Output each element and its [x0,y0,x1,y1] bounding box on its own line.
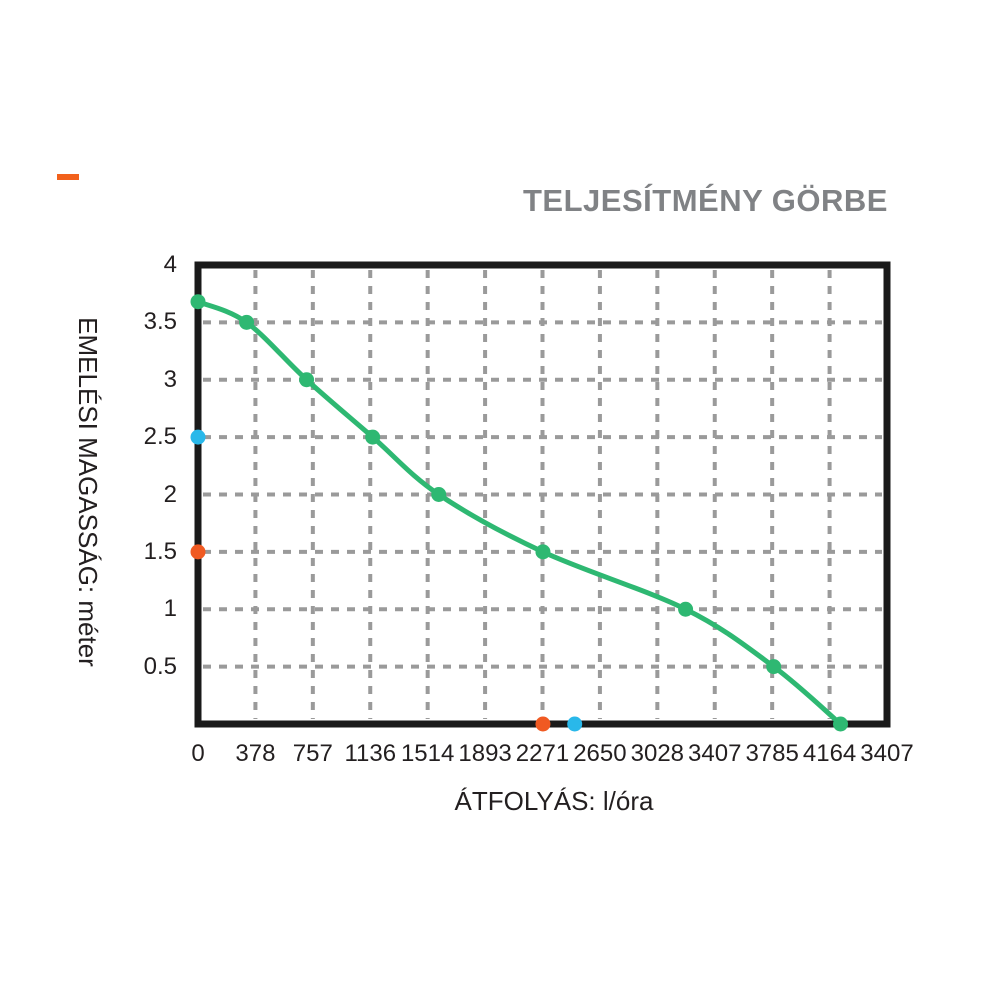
y-tick-label: 2.5 [143,423,177,451]
blue-marker-point [567,716,583,732]
x-tick-label: 3407 [860,740,914,767]
curve-point [431,487,447,502]
y-tick-label: 2 [163,480,177,508]
y-axis-title: EMELÉSI MAGASSÁG: méter [73,317,103,667]
x-tick-label: 757 [292,740,333,767]
orange-marker-point [190,544,206,560]
x-tick-label: 1514 [400,740,455,767]
y-tick-label: 4 [163,251,177,278]
x-axis-title: ÁTFOLYÁS: l/óra [454,786,654,816]
curve-point [535,544,551,560]
y-tick-label: 1 [163,595,177,623]
y-tick-label: 3 [163,365,177,393]
x-tick-label: 1136 [344,740,397,767]
x-tick-label: 1893 [458,740,512,767]
y-tick-label: 0.5 [143,652,177,680]
x-tick-label: 2650 [573,740,627,767]
curve-point [365,429,381,445]
blue-marker-point [190,429,206,445]
x-tick-label: 2271 [515,740,570,767]
chart-title: TELJESÍTMÉNY GÖRBE [523,183,888,218]
curve-point [239,314,255,330]
x-tick-label: 378 [235,740,276,767]
x-tick-label: 4164 [802,740,857,767]
y-tick-label: 3.5 [143,308,177,336]
x-tick-label: 0 [191,740,205,767]
x-tick-label: 3407 [688,740,742,767]
curve-point [766,659,782,675]
curve-point [299,372,315,388]
x-tick-label: 3785 [745,740,799,767]
curve-point [678,601,694,617]
y-tick-label: 1.5 [143,537,177,565]
curve-point [190,294,206,310]
orange-marker-point [535,716,551,732]
x-tick-label: 3028 [630,740,685,767]
performance-curve [195,299,844,727]
curve-point [833,716,849,732]
brand-dash-icon [57,174,79,180]
